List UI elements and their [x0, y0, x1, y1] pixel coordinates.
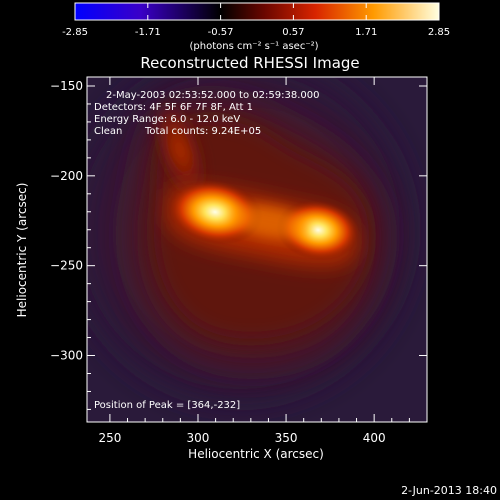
x-axis-label: Heliocentric X (arcsec) [188, 447, 324, 461]
y-axis-label: Heliocentric Y (arcsec) [15, 183, 29, 318]
hot-bridge [230, 204, 310, 240]
y-tick-label: −250 [50, 259, 83, 273]
info-detectors: Detectors: 4F 5F 6F 7F 8F, Att 1 [94, 102, 253, 113]
solar-image [87, 77, 427, 422]
colorbar-tick-label: 2.85 [428, 27, 450, 38]
x-tick-label: 350 [275, 431, 298, 445]
colorbar-tick-label: 0.57 [282, 27, 304, 38]
plot-frame [86, 76, 428, 423]
x-axis: 250 300 350 400 [98, 77, 428, 445]
info-energy: Energy Range: 6.0 - 12.0 keV [94, 114, 240, 125]
y-tick-label: −200 [50, 169, 83, 183]
colorbar-tick-label: 1.71 [355, 27, 377, 38]
info-clean: Clean [94, 126, 122, 137]
chart-title: Reconstructed RHESSI Image [140, 54, 359, 72]
peak-position: Position of Peak = [364,-232] [94, 400, 240, 411]
info-time-range: 2-May-2003 02:53:52.000 to 02:59:38.000 [106, 90, 319, 101]
colorbar-strip [74, 2, 440, 21]
x-tick-label: 300 [187, 431, 210, 445]
hot-source-west [167, 179, 263, 245]
colorbar-tick-label: -0.57 [208, 27, 234, 38]
colorbar-units: (photons cm⁻² s⁻¹ asec⁻²) [189, 41, 318, 52]
colorbar-tick-label: -1.71 [135, 27, 161, 38]
footer-timestamp: 2-Jun-2013 18:40 [401, 484, 497, 497]
y-axis: −150 −200 −250 −300 [50, 79, 427, 410]
x-tick-label: 400 [363, 431, 386, 445]
y-tick-label: −150 [50, 79, 83, 93]
colorbar-tick-label: -2.85 [62, 27, 88, 38]
x-tick-label: 250 [98, 431, 121, 445]
colorbar: -2.85 -1.71 -0.57 0.57 1.71 2.85 (photons cm⁻… [62, 2, 450, 52]
plume [153, 97, 207, 203]
y-tick-label: −300 [50, 349, 83, 363]
info-total-counts: Total counts: 9.24E+05 [144, 126, 261, 137]
